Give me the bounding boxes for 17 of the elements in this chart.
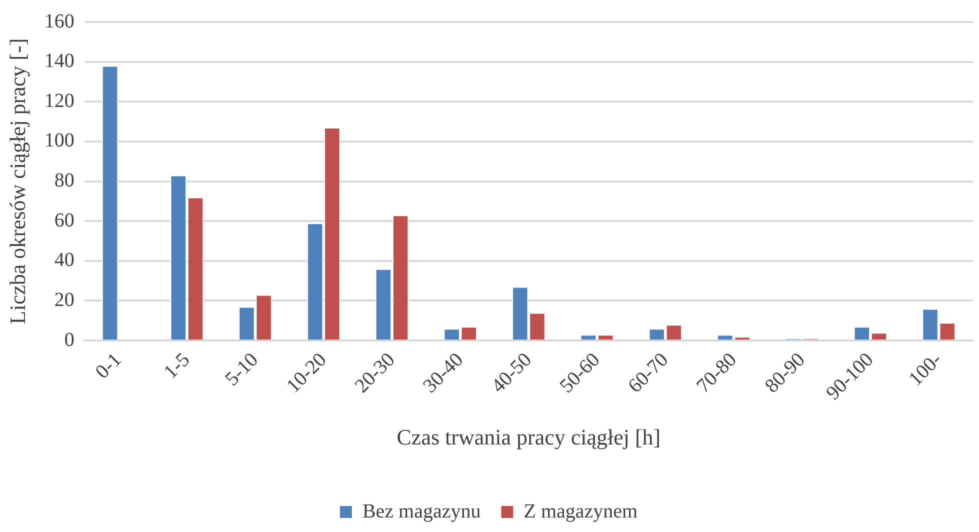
legend-label: Z magazynem: [524, 500, 638, 522]
y-tick-label: 160: [44, 10, 74, 32]
y-tick-label: 0: [64, 328, 74, 351]
x-tick-label: 1-5: [160, 348, 194, 384]
x-tick-label: 100-: [904, 348, 946, 390]
y-tick-label: 60: [54, 209, 74, 232]
y-axis-title: Liczba okresów ciągłej pracy [-]: [4, 38, 30, 324]
y-tick-label: 100: [44, 130, 74, 152]
legend-label: Bez magazynu: [362, 500, 481, 522]
x-tick-label: 5-10: [221, 348, 263, 390]
y-tick-label: 140: [44, 50, 74, 72]
x-axis-title: Czas trwania pracy ciągłej [h]: [396, 424, 661, 450]
y-tick-label: 20: [54, 288, 74, 311]
y-tick-label: 80: [54, 170, 74, 192]
y-tick-label: 40: [54, 249, 74, 272]
x-tick-label: 0-1: [91, 348, 126, 384]
y-tick-label: 120: [44, 90, 74, 112]
